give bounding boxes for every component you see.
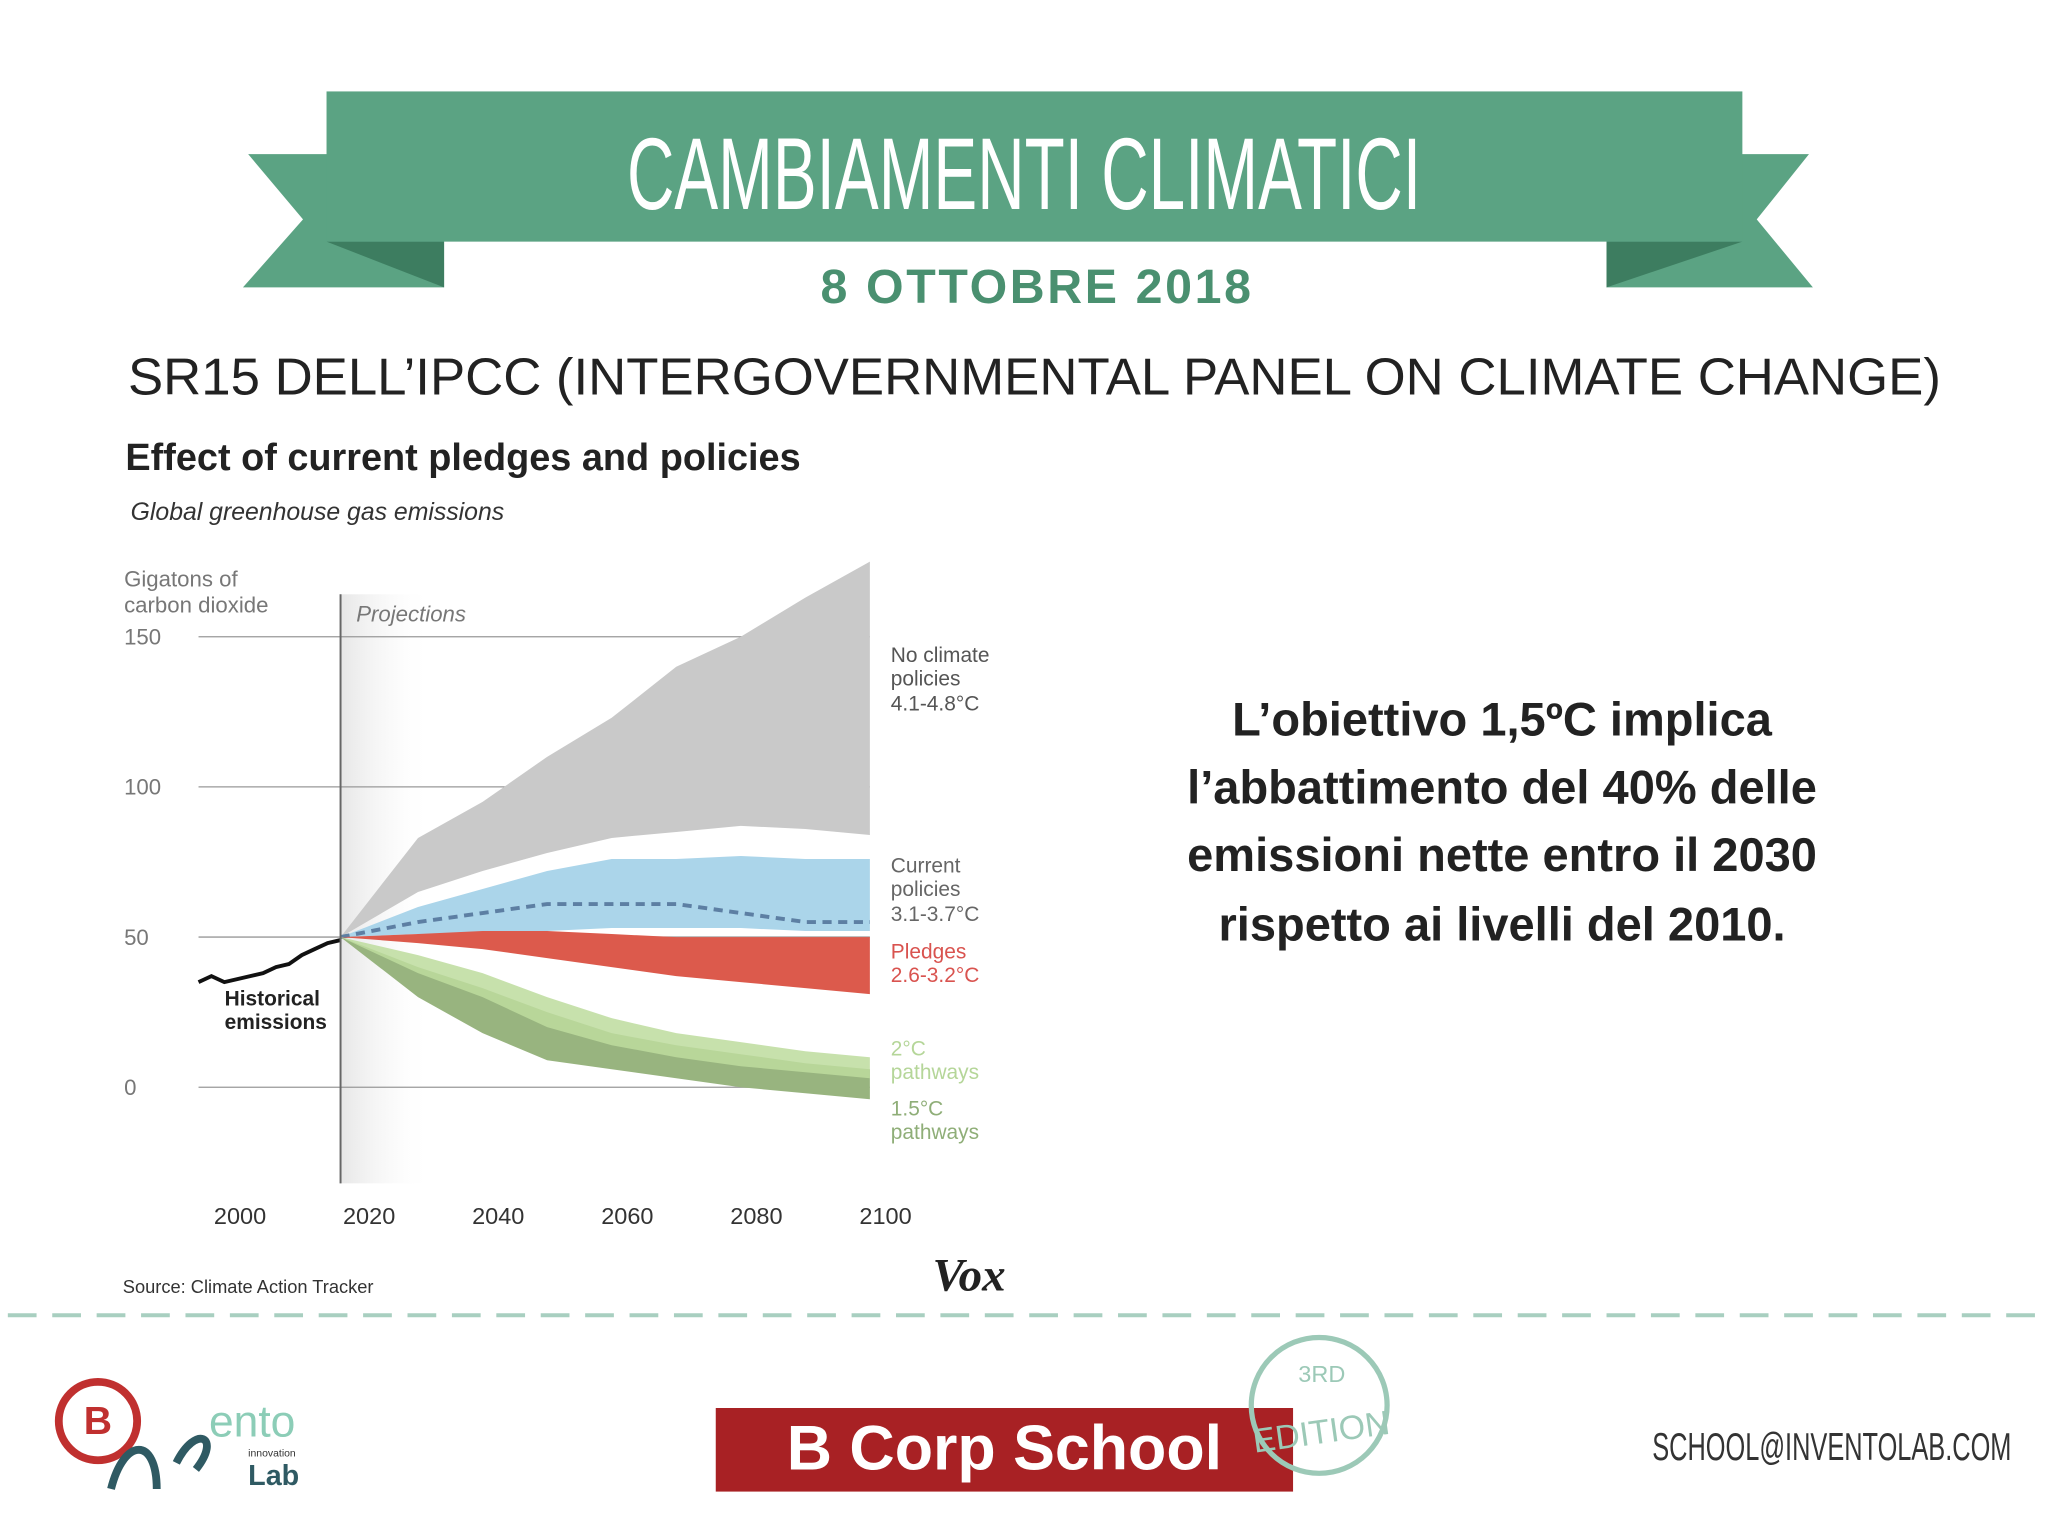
band xyxy=(340,561,870,938)
historical-label: Historical emissions xyxy=(225,989,369,1037)
band xyxy=(340,855,870,938)
historical-line xyxy=(197,938,341,985)
band-label-line: Current policies xyxy=(890,855,961,902)
band-label-line: No climate policies xyxy=(890,645,990,692)
band-label-line: 2°C pathways xyxy=(890,1038,980,1085)
logo-ring xyxy=(54,1377,142,1465)
logo-lab: Lab xyxy=(248,1460,299,1492)
y-axis-label: Gigatons of carbon dioxide xyxy=(124,567,307,618)
band-label-line: 3.1-3.7°C xyxy=(890,903,980,926)
x-tick-label: 2060 xyxy=(601,1203,653,1229)
y-tick-label: 50 xyxy=(124,925,149,950)
historical-label: Historical emissions xyxy=(225,989,369,1037)
date: 8 OTTOBRE 2018 xyxy=(821,260,1254,314)
y-axis-label-line: Gigatons of carbon dioxide xyxy=(124,566,269,618)
median-line xyxy=(340,902,870,939)
x-tick-label: 2020 xyxy=(343,1203,395,1229)
band-label-line: 4.1-4.8°C xyxy=(890,693,980,716)
projections-label: Projections xyxy=(356,602,466,627)
band-label: 2°C pathways xyxy=(891,1038,1015,1086)
source: Source: Climate Action Tracker xyxy=(123,1276,374,1297)
logo-small: innovation xyxy=(248,1448,296,1459)
statement-line: L’obiettivo 1,5ºC implica l’abbattimento… xyxy=(1187,692,1817,951)
chart: 0 50 100 150 Gigatons of carbon dioxide No cl… xyxy=(124,561,1907,1229)
logo-mark xyxy=(107,1434,211,1490)
band xyxy=(340,937,870,1079)
x-tick-label: 2040 xyxy=(472,1203,524,1229)
school-box xyxy=(715,1408,1294,1492)
school-name: B Corp School xyxy=(787,1413,1222,1483)
band-label-line: 2.6-3.2°C xyxy=(890,965,980,988)
stamp xyxy=(1248,1334,1390,1476)
slide-subtitle: SR15 DELL’IPCC (INTERGOVERNMENTAL PANEL … xyxy=(128,348,1941,406)
statement: L’obiettivo 1,5ºC implica l’abbattimento… xyxy=(1097,686,1907,959)
band-label-line: 1.5°C pathways xyxy=(890,1098,980,1145)
x-tick-label: 2000 xyxy=(214,1203,266,1229)
band-label-line: Pledges xyxy=(890,941,967,964)
stamp-top: 3RD xyxy=(1298,1361,1345,1387)
statement: L’obiettivo 1,5ºC implica l’abbattimento… xyxy=(1097,686,1907,959)
x-tick-label: 2080 xyxy=(730,1203,782,1229)
banner xyxy=(326,91,1743,242)
email: SCHOOL@INVENTOLAB.COM xyxy=(1652,1426,2011,1469)
brand: Vox xyxy=(933,1249,1006,1301)
x-tick-label: 2100 xyxy=(859,1203,911,1229)
y-tick-label: 100 xyxy=(124,775,161,800)
y-axis-label: Gigatons of carbon dioxide xyxy=(124,567,307,618)
y-tick-label: 0 xyxy=(124,1075,136,1100)
band-label: 2°C pathways xyxy=(891,1038,1015,1086)
logo-letter: B xyxy=(84,1400,112,1443)
logo-word: ento xyxy=(209,1398,295,1447)
band xyxy=(340,931,870,995)
band-label: 1.5°C pathways xyxy=(891,1098,1015,1146)
historical-label-line: Historical emissions xyxy=(224,988,327,1035)
slide-title: CAMBIAMENTI CLIMATICI xyxy=(627,117,1421,231)
chart-subtitle: Global greenhouse gas emissions xyxy=(131,499,505,526)
chart-title: Effect of current pledges and policies xyxy=(125,437,800,479)
y-tick-label: 150 xyxy=(124,625,161,650)
band-label: 1.5°C pathways xyxy=(891,1098,1015,1146)
